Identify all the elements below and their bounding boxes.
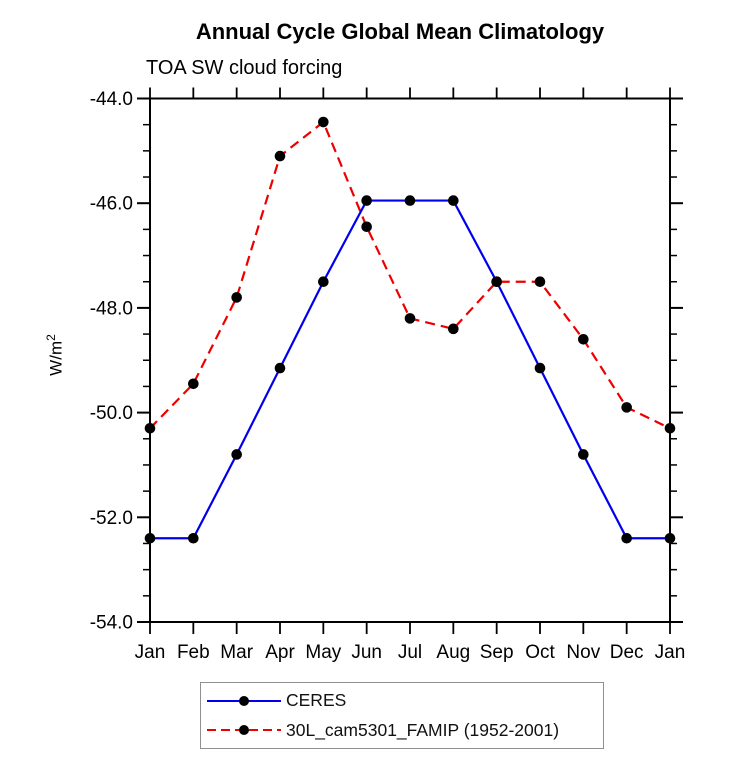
data-point-ceres xyxy=(231,449,242,460)
data-point-famip xyxy=(534,276,546,288)
x-tick-label: Apr xyxy=(265,642,295,663)
y-tick-label: -52.0 xyxy=(90,508,133,529)
x-tick-label: Oct xyxy=(525,642,555,663)
legend: CERES 30L_cam5301_FAMIP (1952-2001) xyxy=(200,682,604,749)
x-tick-label: Jun xyxy=(351,642,382,663)
data-point-famip xyxy=(188,378,199,390)
x-tick-label: Sep xyxy=(480,642,514,663)
data-point-famip xyxy=(274,150,286,162)
series-line-ceres xyxy=(150,199,670,540)
data-point-ceres xyxy=(621,532,632,544)
data-point-ceres xyxy=(188,532,199,544)
data-point-ceres xyxy=(578,449,589,460)
data-point-ceres xyxy=(448,195,459,206)
chart-subtitle: TOA SW cloud forcing xyxy=(146,57,343,79)
series-line-famip xyxy=(149,120,671,430)
legend-swatch-ceres xyxy=(207,695,281,706)
legend-marker-famip xyxy=(239,725,249,736)
x-tick-label: Dec xyxy=(610,642,644,663)
data-point-ceres xyxy=(274,362,286,374)
legend-label-ceres: CERES xyxy=(286,690,347,711)
y-tick-label: -48.0 xyxy=(90,298,133,319)
chart-title: Annual Cycle Global Mean Climatology xyxy=(195,19,605,44)
data-point-famip xyxy=(578,334,589,345)
data-point-ceres xyxy=(318,276,329,288)
x-tick-label: Jan xyxy=(655,642,686,663)
data-point-famip xyxy=(404,313,416,324)
legend-label-famip: 30L_cam5301_FAMIP (1952-2001) xyxy=(286,719,560,740)
data-point-ceres xyxy=(534,362,546,374)
x-tick-label: Jul xyxy=(398,642,422,663)
data-point-famip xyxy=(448,323,459,335)
x-tick-label: Nov xyxy=(566,642,600,663)
y-tick-label: -46.0 xyxy=(90,194,133,215)
x-tick-label: Jan xyxy=(135,642,166,663)
y-tick-label: -44.0 xyxy=(90,89,133,110)
data-point-ceres xyxy=(361,195,372,206)
x-tick-label: Feb xyxy=(177,642,210,663)
y-tick-label: -50.0 xyxy=(90,403,133,424)
y-tick-label: -54.0 xyxy=(90,613,133,634)
data-point-famip xyxy=(231,292,242,303)
legend-item-ceres: CERES xyxy=(205,688,603,714)
x-tick-label: Mar xyxy=(220,642,253,663)
x-tick-label: Aug xyxy=(436,642,470,663)
x-tick-label: May xyxy=(305,642,341,663)
plot-frame xyxy=(149,97,671,623)
data-point-ceres xyxy=(404,195,416,206)
data-point-famip xyxy=(361,221,372,233)
data-point-famip xyxy=(621,402,632,413)
legend-marker-ceres xyxy=(239,695,249,706)
legend-item-famip: 30L_cam5301_FAMIP (1952-2001) xyxy=(205,717,603,743)
data-point-famip xyxy=(491,276,502,288)
legend-swatch-famip xyxy=(207,725,281,736)
data-point-famip xyxy=(318,116,329,128)
